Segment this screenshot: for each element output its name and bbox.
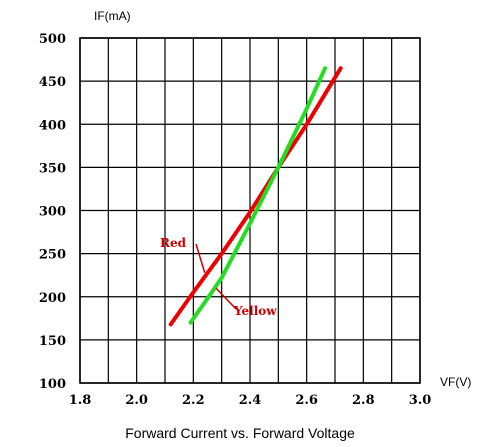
plot-frame	[79, 37, 421, 384]
x-tick-labels: 1.8 2.0 2.2 2.4 2.6 2.8 3.0	[69, 393, 432, 408]
x-tick-label: 2.6	[295, 393, 318, 408]
series-line-red	[168, 66, 343, 327]
annotation-red-pointer	[195, 243, 206, 273]
y-axis-label: IF(mA)	[94, 9, 131, 23]
annotation-yellow-pointer	[215, 287, 237, 310]
annotation-yellow: Yellow	[215, 287, 277, 318]
series-lines	[168, 66, 343, 327]
annotation-red-label: Red	[160, 236, 187, 250]
x-tick-label: 2.0	[125, 393, 148, 408]
x-tick-label: 2.4	[239, 393, 262, 408]
y-tick-label: 500	[39, 32, 66, 47]
x-tick-label: 2.8	[352, 393, 375, 408]
y-tick-label: 150	[39, 334, 66, 349]
y-tick-label: 350	[39, 161, 66, 176]
x-tick-label: 2.2	[182, 393, 205, 408]
annotation-yellow-label: Yellow	[233, 304, 277, 318]
x-axis-label: VF(V)	[440, 375, 471, 389]
plot-border	[79, 37, 421, 384]
y-tick-label: 200	[39, 291, 66, 306]
y-tick-label: 400	[39, 118, 66, 133]
x-tick-label: 1.8	[69, 393, 92, 408]
y-tick-labels: 100 150 200 250 300 350 400 450 500	[39, 32, 66, 392]
y-tick-label: 450	[39, 75, 66, 90]
chart-title: Forward Current vs. Forward Voltage	[125, 425, 355, 441]
x-tick-label: 3.0	[409, 393, 432, 408]
series-line-yellow	[188, 66, 328, 325]
annotation-red: Red	[160, 236, 206, 273]
y-tick-label: 250	[39, 248, 66, 263]
y-tick-label: 100	[39, 377, 66, 392]
y-tick-label: 300	[39, 205, 66, 220]
